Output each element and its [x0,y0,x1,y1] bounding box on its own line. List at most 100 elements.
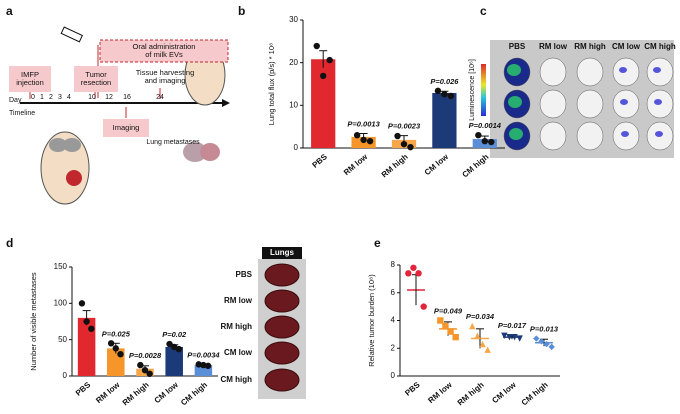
data-point [543,340,550,348]
syringe [60,26,83,43]
mouse-image [576,121,604,151]
x-tick-label: RM high [456,380,486,407]
y-tick-label: 6 [391,288,396,297]
y-tick-label: 150 [54,262,68,271]
data-point [434,87,442,95]
lung-tissue [264,263,300,287]
signal [621,131,629,137]
data-point [538,338,545,345]
panel-label: c [480,4,487,18]
data-point [360,136,367,144]
y-tick-label: 2 [391,343,396,352]
data-point [447,328,454,335]
data-point [441,91,448,98]
data-point [366,137,374,145]
data-point [353,132,361,139]
data-point [506,333,513,341]
data-point [107,340,115,347]
colorbar-label: Luminescence [10⁶] [469,59,476,121]
data-point [501,332,508,339]
signal [620,99,628,105]
mouse-image [539,57,567,87]
mouse-image [646,57,674,87]
day-tick-label: 16 [123,94,131,101]
signal [653,67,661,73]
data-point [475,132,482,139]
mouse-image [612,57,640,87]
diagram-box [99,39,229,63]
bar [194,365,213,376]
data-point [326,56,333,64]
p-value-annotation: P=0.0023 [388,122,421,131]
x-tick-label: CM high [460,152,490,179]
lungs-row-label: PBS [236,270,253,279]
data-point [488,138,495,146]
data-point [452,333,459,341]
x-tick-label: CM low [423,152,451,177]
signal [509,128,523,140]
data-point [405,270,412,277]
data-point [400,140,408,148]
diagram-box [9,66,51,92]
y-tick-label: 50 [58,335,67,344]
data-point [481,137,488,145]
data-point [117,351,124,358]
x-tick-label: CM high [179,380,209,407]
data-point [112,345,120,352]
day-tick-label: 0 [31,94,35,101]
x-tick-label: PBS [74,380,93,398]
p-value-annotation: P=0.013 [530,325,559,334]
data-point [320,72,327,80]
mouse-image [576,57,604,87]
data-point [548,343,555,351]
colorbar [481,64,486,116]
day-tick-label: 10 [88,94,96,101]
lung-tissue [264,315,300,339]
data-point [88,325,95,332]
signal [654,99,662,105]
lung-icon [200,143,220,161]
y-tick-label: 30 [289,15,298,24]
panel-label: d [6,236,13,250]
signal [507,64,521,76]
diagram-box [103,119,149,137]
signal [508,96,522,108]
x-tick-label: CM high [520,380,550,407]
y-axis-label: Lung total flux (p/s) * 10⁸ [267,43,276,125]
imaging-column-label: RM high [574,42,606,51]
data-point [410,264,417,271]
x-tick-label: RM low [426,380,454,405]
data-point [533,335,540,342]
panel-label: b [238,4,245,18]
mouse-image [576,89,604,119]
y-tick-label: 8 [391,260,396,269]
bar [77,317,96,376]
day-label: Day [9,97,22,104]
day-tick-label: 2 [49,94,53,101]
data-point [442,322,449,330]
bar [165,346,183,376]
data-point [479,340,486,348]
day-tick-label: 4 [67,94,71,101]
diagram-box-label: Oral administration of milk EVs [133,42,196,59]
p-value-annotation: P=0.0034 [187,350,220,359]
imaging-column-label: RM low [539,42,568,51]
p-value-annotation: P=0.02 [162,330,187,339]
imaging-column-label: CM high [644,42,676,51]
x-tick-label: PBS [403,380,422,398]
tumor [66,170,82,186]
data-point [394,132,401,140]
lungs-row-label: RM low [224,296,253,305]
p-value-annotation: P=0.026 [430,77,459,86]
y-axis-label: Relative tumor burden (10⁸) [367,274,376,367]
data-point [437,317,444,324]
diagram-box-label: Imaging [113,123,140,132]
x-tick-label: PBS [310,152,329,170]
data-point [175,345,183,353]
lung-tissue [264,368,300,392]
y-tick-label: 10 [289,100,298,109]
diagram-caption: Tissue harvesting and imaging [136,68,195,85]
y-axis-label: Number of visible metastases [29,272,38,371]
diagram-caption: Lung metastases [146,139,200,146]
